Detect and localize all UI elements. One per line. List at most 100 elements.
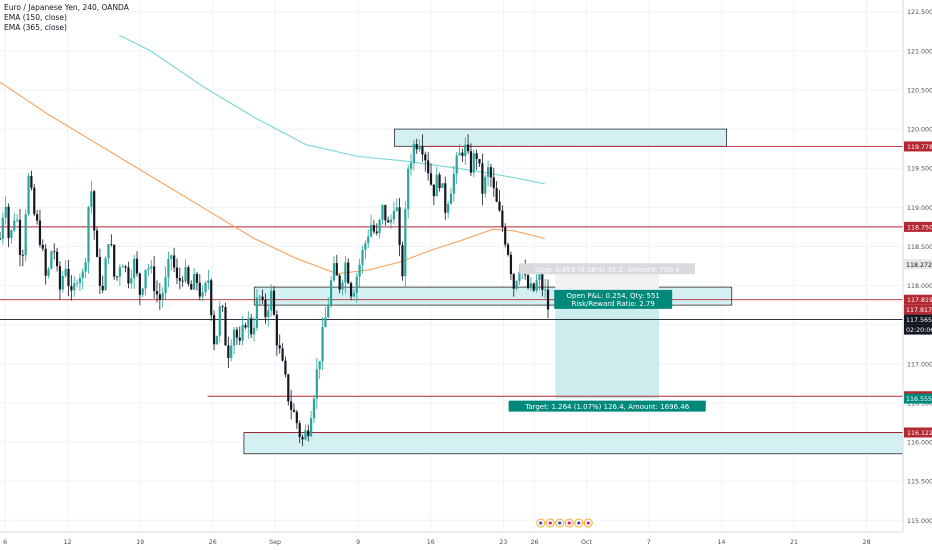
candle-body: [258, 296, 261, 298]
candle-body: [281, 348, 284, 361]
candle-body: [358, 264, 361, 277]
time-tick-label: 16: [427, 539, 435, 546]
candle-body: [252, 327, 256, 335]
level-price-label: 119.778: [907, 144, 932, 151]
candle-body: [321, 327, 324, 362]
candle-body: [267, 310, 270, 318]
candle-body: [47, 268, 50, 276]
candle-body: [438, 174, 441, 189]
candle-body: [110, 244, 113, 245]
candle-body: [338, 275, 341, 290]
candle-body: [67, 268, 70, 287]
candle-body: [61, 276, 64, 290]
candle-body: [230, 345, 233, 359]
candle-body: [153, 266, 156, 292]
candle-body: [235, 329, 239, 338]
candle-body: [372, 225, 376, 232]
candle-body: [210, 280, 213, 316]
candle-body: [173, 255, 176, 268]
candle-body: [409, 162, 413, 169]
candle-body: [78, 278, 82, 284]
candle-body: [307, 430, 310, 437]
time-tick-label: 12: [63, 539, 71, 546]
candle-body: [150, 266, 153, 269]
candle-body: [53, 251, 56, 253]
candle-body: [64, 268, 67, 277]
level-price-label: 118.750: [907, 224, 932, 231]
position-rr-text: Risk/Reward Ratio: 2.79: [572, 300, 655, 308]
candle-body: [41, 244, 44, 249]
candle-body: [506, 244, 510, 255]
price-tick-label: 118.500: [907, 244, 932, 251]
candle-body: [347, 262, 350, 284]
candle-body: [81, 271, 84, 279]
candle-body: [27, 175, 30, 215]
candle-body: [484, 176, 487, 194]
legend-ema-150[interactable]: EMA (150, close): [4, 13, 67, 22]
candle-body: [224, 307, 227, 346]
legend-ema-365[interactable]: EMA (365, close): [4, 23, 67, 32]
candle-body: [198, 282, 201, 297]
candle-body: [315, 369, 318, 399]
time-tick-label: 26: [531, 539, 539, 546]
candle-body: [147, 268, 150, 270]
candle-body: [244, 325, 247, 328]
time-tick-label: 19: [136, 539, 144, 546]
candle-body: [421, 145, 424, 155]
candle-body: [18, 219, 22, 255]
candle-body: [232, 329, 236, 346]
candle-body: [181, 280, 184, 282]
candle-body: [187, 267, 190, 285]
candle-body: [13, 220, 16, 231]
time-tick-label: 9: [356, 539, 360, 546]
candle-body: [144, 269, 147, 289]
candle-body: [130, 278, 133, 284]
candle-body: [158, 294, 161, 300]
candle-body: [247, 318, 250, 328]
event-icon-dot: [586, 521, 590, 525]
candle-body: [407, 168, 410, 210]
time-axis: 6 12 19 26 Sep 9 16 23 26 Oct 7 14 21 28: [0, 531, 903, 550]
time-tick-label: 26: [209, 539, 217, 546]
time-tick-label: 28: [863, 539, 871, 546]
candle-body: [184, 267, 187, 282]
candle-body: [427, 160, 430, 174]
candle-body: [381, 204, 384, 220]
candle-body: [509, 254, 513, 275]
candle-body: [415, 143, 418, 150]
price-tick-label: 120.500: [907, 87, 932, 94]
candle-body: [518, 271, 521, 282]
position-target-area: [555, 299, 660, 399]
candle-body: [512, 274, 515, 289]
price-tick-label: 115.500: [907, 479, 932, 486]
position-target-label-text: Target: 1.264 (1.07%) 126.4, Amount: 169…: [524, 403, 690, 411]
candle-body: [55, 251, 59, 267]
candle-body: [175, 267, 179, 279]
candle-body: [298, 423, 301, 437]
time-tick-label: 6: [3, 539, 7, 546]
time-tick-label: Oct: [581, 539, 592, 546]
candle-body: [495, 188, 498, 202]
candle-body: [475, 153, 478, 160]
candle-body: [195, 273, 199, 283]
candle-body: [301, 436, 304, 440]
candle-body: [389, 219, 393, 223]
candle-body: [447, 204, 450, 213]
candle-body: [24, 214, 27, 256]
candle-body: [192, 273, 196, 290]
candle-body: [264, 299, 267, 318]
candle-body: [290, 401, 293, 410]
price-tick-label: 119.500: [907, 166, 932, 173]
candle-body: [90, 191, 93, 207]
candle-body: [270, 290, 273, 311]
candle-body: [7, 206, 10, 238]
candle-body: [318, 361, 321, 370]
event-icon-dot: [558, 521, 562, 525]
price-tick-label: 115.000: [907, 518, 932, 525]
candle-body: [501, 210, 504, 228]
candle-body: [498, 201, 501, 211]
candle-body: [330, 280, 333, 305]
candle-body: [16, 219, 19, 221]
